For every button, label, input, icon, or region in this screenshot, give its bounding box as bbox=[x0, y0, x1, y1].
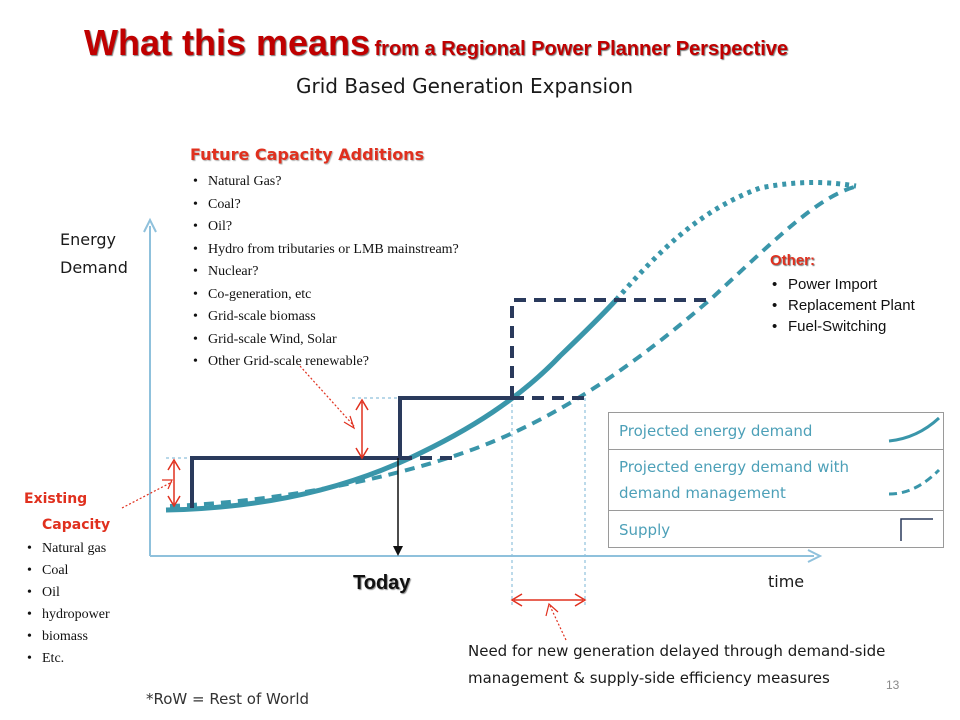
legend-row-demand: Projected energy demand bbox=[609, 413, 943, 450]
axes bbox=[143, 217, 823, 563]
addition-arrow-head-bottom bbox=[355, 447, 369, 460]
y-axis-label: Energy Demand bbox=[60, 226, 128, 282]
future-item: Co-generation, etc bbox=[190, 284, 459, 307]
today-marker bbox=[393, 458, 403, 556]
today-label: Today bbox=[353, 572, 411, 594]
delay-callout-arrowhead bbox=[545, 602, 559, 617]
existing-title-line1: Existing bbox=[24, 491, 88, 507]
supply-steps bbox=[190, 298, 712, 508]
page-number: 13 bbox=[886, 678, 900, 692]
x-axis-arrowhead bbox=[807, 549, 823, 563]
future-callout-line bbox=[299, 365, 355, 427]
legend-dm-label-line1: Projected energy demand with bbox=[619, 458, 850, 476]
slide-subtitle: Grid Based Generation Expansion bbox=[296, 74, 634, 98]
legend-supply-label: Supply bbox=[619, 521, 671, 539]
other-list: Power Import Replacement Plant Fuel-Swit… bbox=[770, 274, 915, 337]
demand-curve bbox=[165, 298, 618, 513]
future-item: Hydro from tributaries or LMB mainstream… bbox=[190, 239, 459, 262]
y-axis-label-line1: Energy bbox=[60, 230, 117, 249]
slide-title: What this means from a Regional Power Pl… bbox=[84, 22, 788, 64]
future-item: Grid-scale biomass bbox=[190, 306, 459, 329]
future-item: Other Grid-scale renewable? bbox=[190, 351, 459, 374]
delay-explanation-line2: management & supply-side efficiency meas… bbox=[468, 669, 830, 687]
future-item: Grid-scale Wind, Solar bbox=[190, 329, 459, 352]
existing-capacity-list: Natural gas Coal Oil hydropower biomass … bbox=[24, 538, 110, 670]
delay-explanation-line1: Need for new generation delayed through … bbox=[468, 642, 886, 660]
legend-dm-line bbox=[888, 468, 941, 496]
existing-item: Oil bbox=[24, 582, 110, 604]
other-item: Power Import bbox=[770, 274, 915, 295]
future-item: Natural Gas? bbox=[190, 171, 459, 194]
callout-connectors bbox=[121, 365, 567, 641]
addition-arrow-head-top bbox=[355, 398, 369, 411]
existing-item: Natural gas bbox=[24, 538, 110, 560]
existing-callout-line bbox=[121, 481, 173, 509]
x-axis-label: time bbox=[768, 572, 805, 591]
supply-dashed-3 bbox=[510, 298, 712, 398]
supply-line bbox=[190, 396, 512, 508]
title-sub: from a Regional Power Planner Perspectiv… bbox=[374, 38, 788, 60]
other-item: Fuel-Switching bbox=[770, 316, 915, 337]
future-item: Coal? bbox=[190, 194, 459, 217]
future-additions-list: Natural Gas? Coal? Oil? Hydro from tribu… bbox=[190, 171, 459, 374]
existing-item: Coal bbox=[24, 560, 110, 582]
future-item: Oil? bbox=[190, 216, 459, 239]
red-arrows bbox=[167, 398, 587, 607]
footnote: *RoW = Rest of World bbox=[146, 690, 310, 708]
legend-row-supply: Supply bbox=[609, 511, 943, 549]
existing-arrow-head-bottom bbox=[167, 495, 181, 508]
legend-demand-swatch bbox=[888, 416, 941, 443]
other-item: Replacement Plant bbox=[770, 295, 915, 316]
other-title: Other: bbox=[770, 252, 815, 269]
legend-dm-label-line2: demand management bbox=[619, 484, 786, 502]
delay-arrow-head-left bbox=[510, 593, 523, 607]
existing-title-line2: Capacity bbox=[42, 517, 111, 533]
existing-item: biomass bbox=[24, 626, 110, 648]
existing-callout-arrowhead bbox=[162, 479, 173, 490]
existing-item: Etc. bbox=[24, 648, 110, 670]
delay-explanation: Need for new generation delayed through … bbox=[468, 638, 958, 692]
legend-row-demand-managed: Projected energy demand with demand mana… bbox=[609, 450, 943, 511]
delay-callout-line bbox=[549, 605, 567, 641]
existing-capacity-title: Existing Capacity bbox=[24, 486, 110, 538]
delay-arrow-head-right bbox=[574, 593, 587, 607]
y-axis-label-line2: Demand bbox=[60, 258, 128, 277]
existing-arrow-head-top bbox=[167, 458, 181, 471]
guide-lines bbox=[166, 397, 586, 606]
y-axis-arrowhead bbox=[143, 217, 157, 233]
today-arrowhead bbox=[393, 546, 403, 556]
future-additions-title: Future Capacity Additions bbox=[190, 145, 425, 164]
demand-managed-curve bbox=[169, 184, 859, 508]
legend-supply-line bbox=[900, 518, 933, 541]
legend-demand-label: Projected energy demand bbox=[619, 422, 813, 440]
future-item: Nuclear? bbox=[190, 261, 459, 284]
legend-demand-line bbox=[888, 416, 941, 443]
legend-dm-swatch bbox=[888, 468, 941, 496]
existing-item: hydropower bbox=[24, 604, 110, 626]
demand-curve-projection bbox=[614, 180, 857, 302]
legend-box: Projected energy demand Projected energy… bbox=[608, 412, 944, 548]
title-main: What this means bbox=[84, 22, 371, 63]
future-callout-arrowhead bbox=[343, 415, 356, 430]
legend-supply-swatch bbox=[900, 518, 933, 541]
